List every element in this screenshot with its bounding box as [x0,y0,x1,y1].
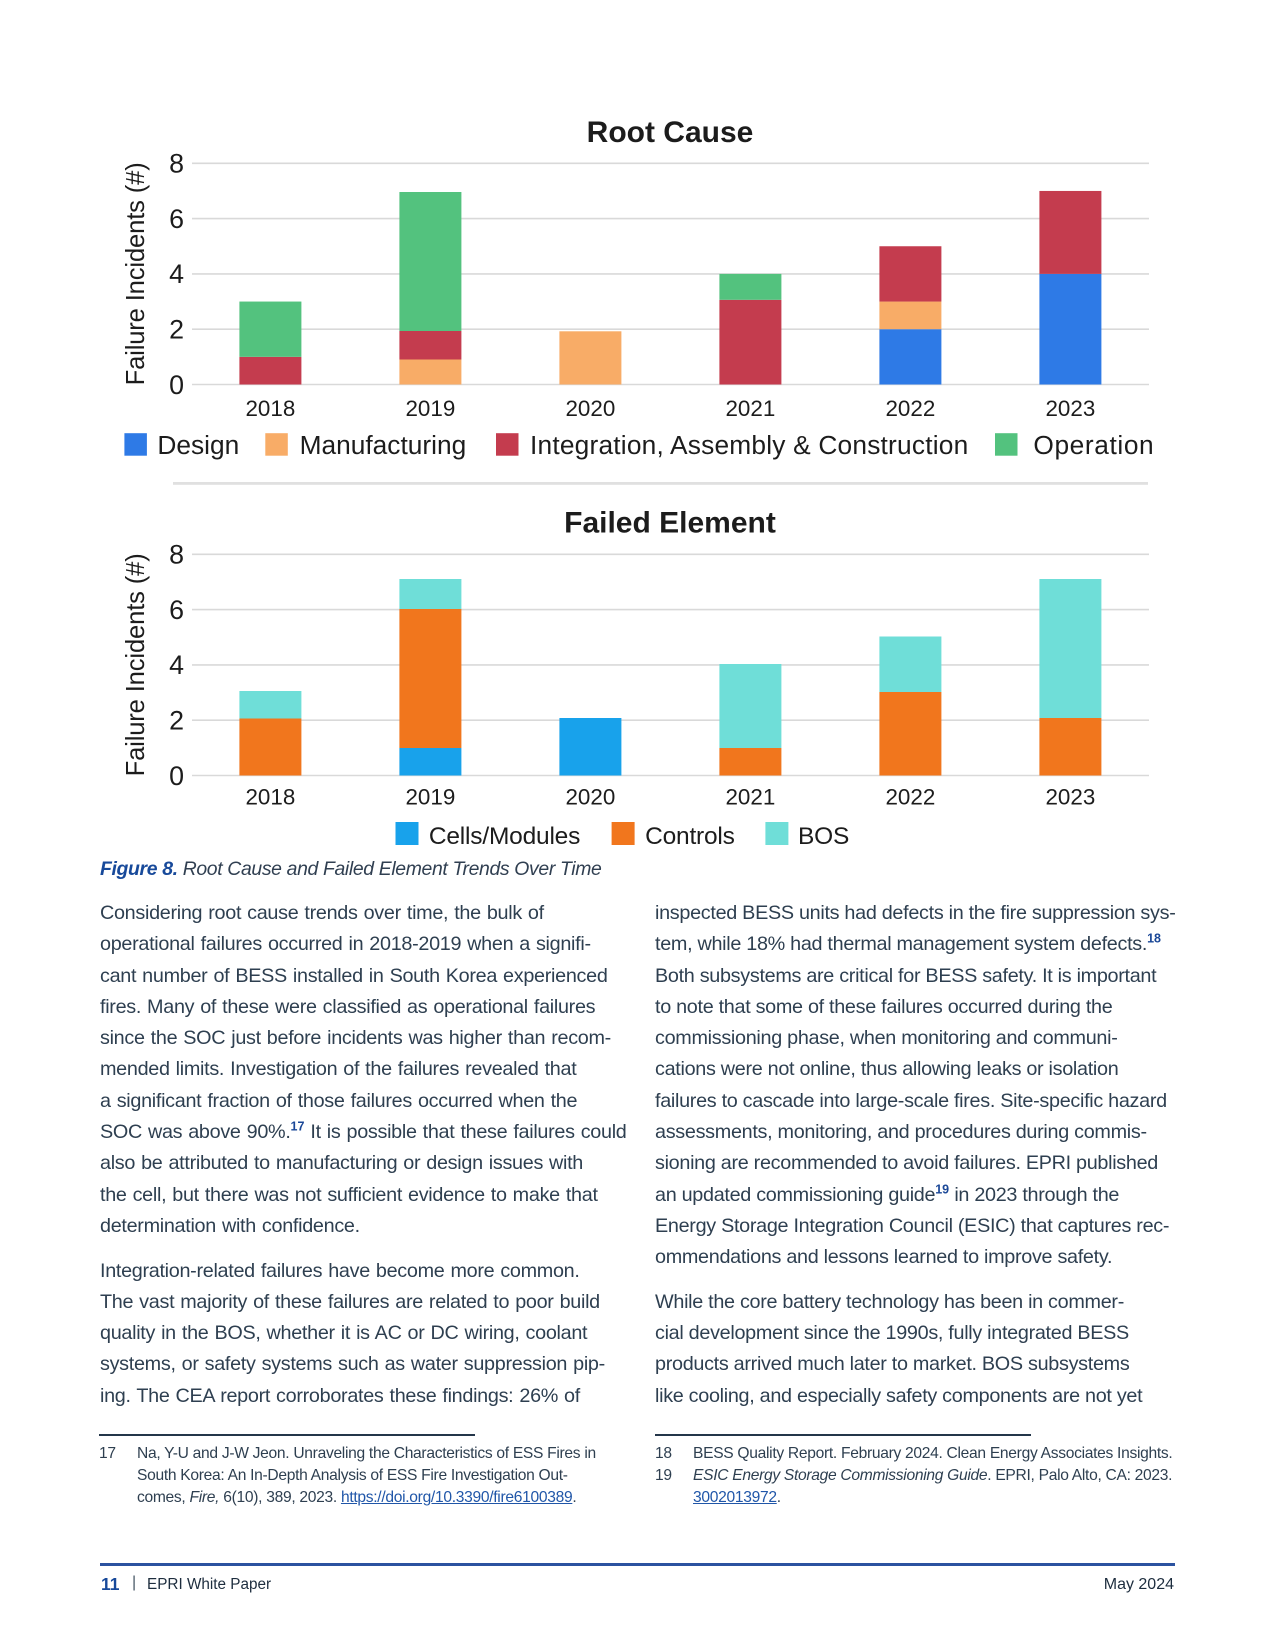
svg-text:Manufacturing: Manufacturing [300,430,467,460]
svg-text:Failure Incidents (#): Failure Incidents (#) [122,162,150,385]
svg-text:6: 6 [169,595,184,625]
svg-text:2019: 2019 [405,396,455,421]
svg-text:4: 4 [169,650,184,680]
svg-text:2021: 2021 [725,785,775,810]
svg-text:4: 4 [169,259,184,289]
svg-text:Controls: Controls [645,823,735,850]
svg-text:6: 6 [169,204,184,234]
svg-text:Integration, Assembly & Constr: Integration, Assembly & Construction [530,430,968,460]
svg-text:2020: 2020 [565,396,615,421]
svg-text:2018: 2018 [245,396,295,421]
svg-text:2023: 2023 [1045,785,1095,810]
svg-text:2018: 2018 [245,785,295,810]
svg-text:8: 8 [169,149,184,179]
svg-text:2: 2 [169,706,184,736]
svg-text:Failed Element: Failed Element [564,507,776,540]
svg-text:8: 8 [169,540,184,570]
svg-text:0: 0 [169,761,184,791]
svg-text:Failure Incidents (#): Failure Incidents (#) [122,553,150,776]
svg-text:2019: 2019 [405,785,455,810]
svg-text:2: 2 [169,315,184,345]
svg-text:2022: 2022 [885,785,935,810]
svg-text:Cells/Modules: Cells/Modules [429,823,580,850]
svg-text:BOS: BOS [798,823,849,850]
svg-text:2023: 2023 [1045,396,1095,421]
svg-text:Root Cause: Root Cause [587,116,754,149]
svg-text:Operation: Operation [1033,430,1154,460]
svg-text:2020: 2020 [565,785,615,810]
svg-text:Design: Design [157,430,239,460]
svg-text:0: 0 [169,370,184,400]
svg-text:2021: 2021 [725,396,775,421]
svg-text:2022: 2022 [885,396,935,421]
